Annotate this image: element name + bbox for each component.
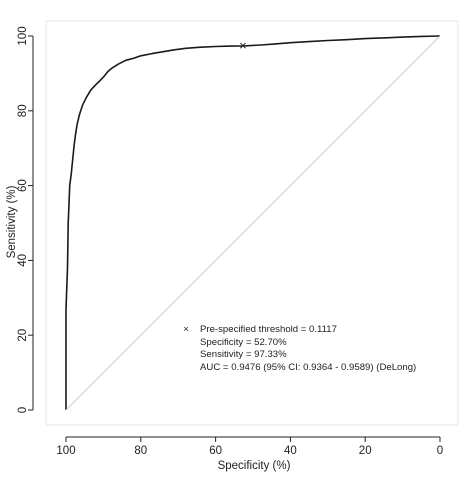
y-tick-label: 20	[17, 329, 29, 342]
y-tick-label: 80	[17, 104, 29, 117]
x-tick-label: 0	[437, 445, 443, 457]
y-tick-label: 60	[17, 179, 29, 192]
threshold-marker: ×	[239, 38, 247, 53]
annotation-marker-symbol: ×	[183, 324, 189, 335]
plot-frame	[45, 20, 459, 426]
y-tick-label: 40	[17, 254, 29, 267]
x-tick-label: 60	[209, 445, 222, 457]
annotation-auc: AUC = 0.9476 (95% CI: 0.9364 - 0.9589) (…	[200, 362, 416, 373]
plot-area: ×	[45, 20, 459, 426]
annotation-threshold: Pre-specified threshold = 0.1117	[200, 324, 337, 335]
y-tick-label: 0	[17, 407, 29, 413]
annotation-sensitivity: Sensitivity = 97.33%	[200, 349, 287, 360]
roc-curve	[65, 35, 441, 410]
annotation-block: × Pre-specified threshold = 0.1117 Speci…	[183, 324, 416, 373]
x-tick-label: 80	[134, 445, 147, 457]
x-tick-label: 40	[284, 445, 297, 457]
y-axis-title: Sensitivity (%)	[6, 185, 18, 258]
x-tick-label: 100	[56, 445, 75, 457]
x-axis-title: Specificity (%)	[218, 460, 291, 472]
y-tick-label: 100	[17, 26, 29, 45]
x-tick-label: 20	[359, 445, 372, 457]
reference-diagonal	[65, 35, 441, 411]
axes: 100 80 60 40 20 0 0 20 40 60 80 100	[17, 26, 443, 457]
annotation-specificity: Specificity = 52.70%	[200, 337, 287, 348]
